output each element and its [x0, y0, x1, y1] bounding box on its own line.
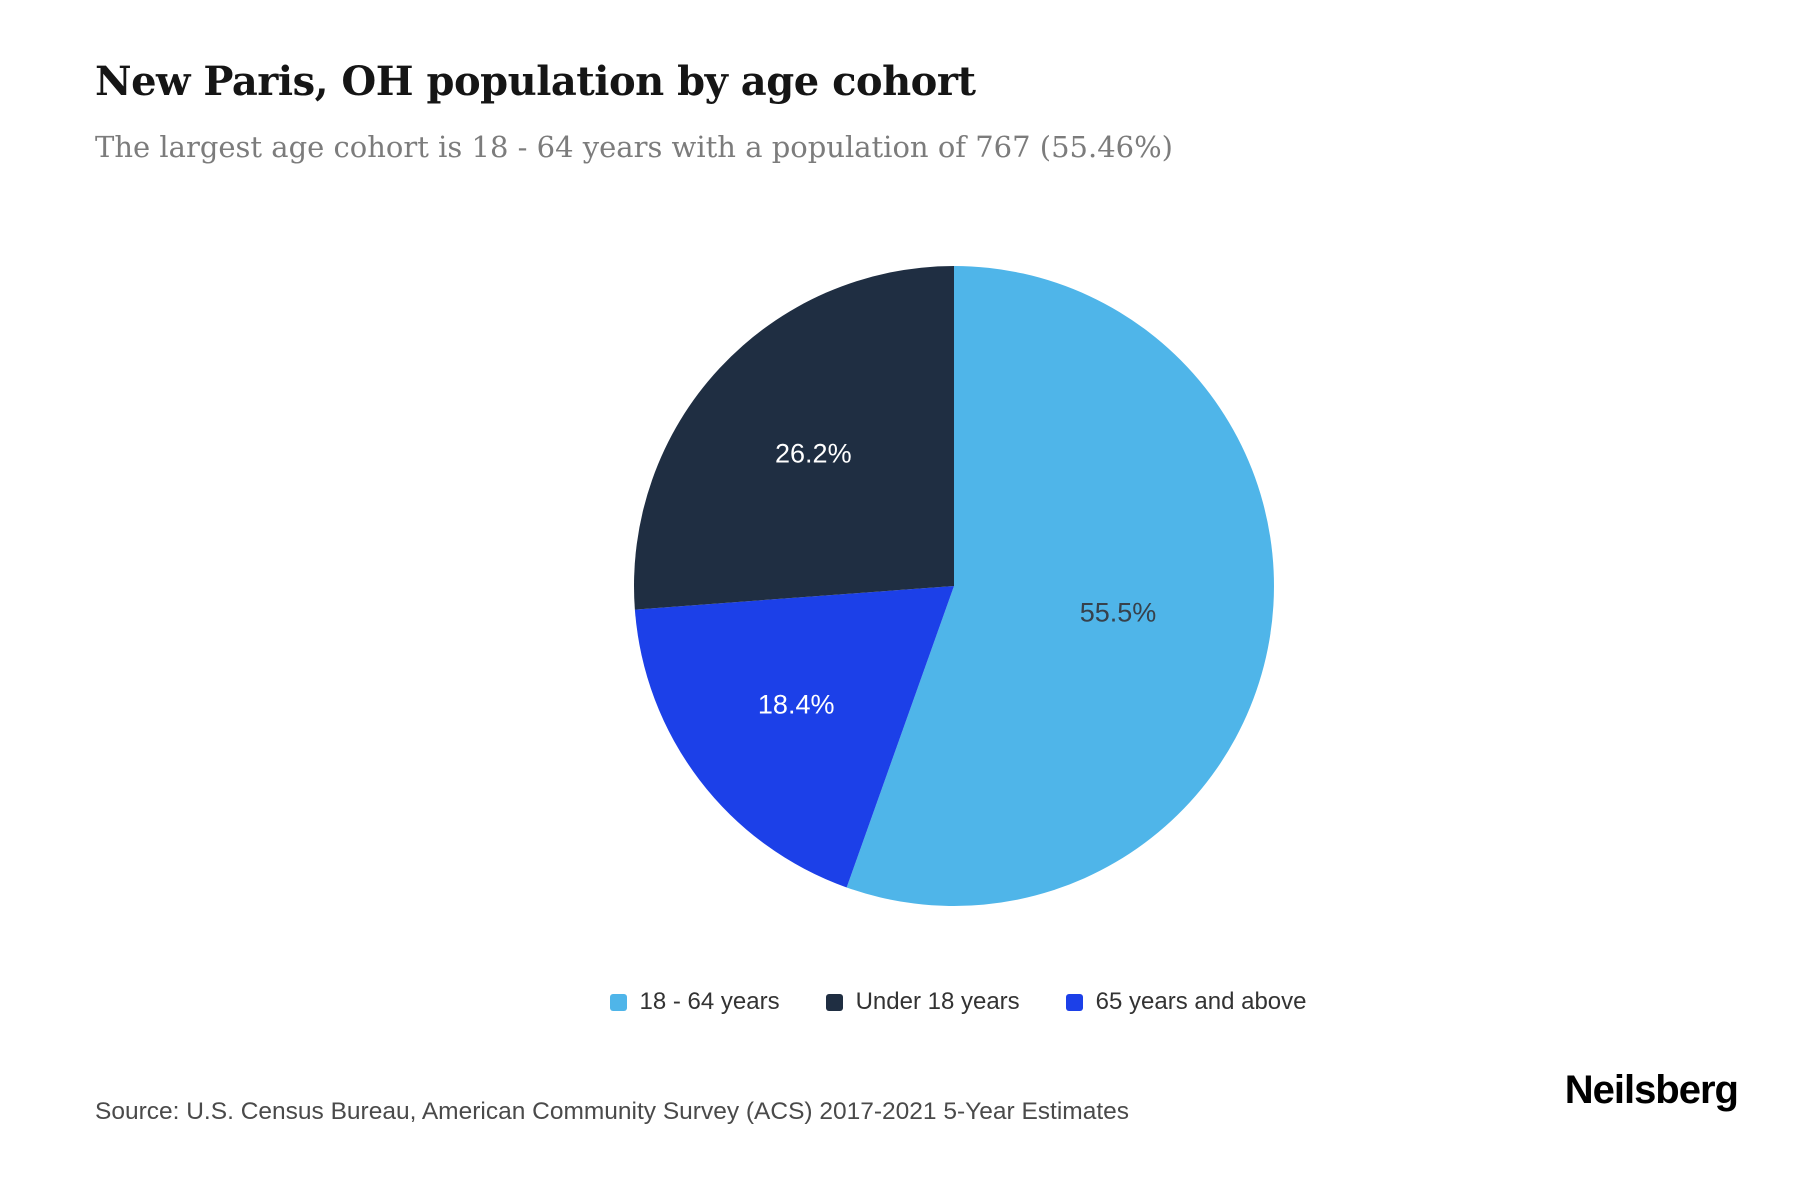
legend-label: 18 - 64 years: [639, 988, 780, 1015]
pie-slice: [634, 586, 954, 888]
legend-label: Under 18 years: [855, 988, 1020, 1015]
slice-label: 26.2%: [775, 438, 852, 468]
legend-marker-icon: [609, 993, 627, 1011]
legend-item: Under 18 years: [825, 988, 1020, 1016]
chart-legend: 18 - 64 years Under 18 years 65 years and …: [58, 988, 1800, 1016]
legend-item: 65 years and above: [1065, 988, 1307, 1016]
pie-chart-area: 55.5% 18.4% 26.2%: [614, 246, 1294, 926]
brand-logo: Neilsberg: [1564, 1068, 1739, 1112]
legend-marker-icon: [825, 993, 843, 1011]
source-text: Source: U.S. Census Bureau, American Com…: [95, 1098, 1130, 1125]
page-subtitle: The largest age cohort is 18 - 64 years …: [95, 130, 1173, 164]
slice-label: 55.5%: [1080, 597, 1157, 627]
legend-item: 18 - 64 years: [609, 988, 780, 1016]
pie-chart: 55.5% 18.4% 26.2%: [634, 266, 1274, 906]
page-title: New Paris, OH population by age cohort: [95, 58, 976, 105]
pie-slice: [634, 266, 954, 610]
slice-label: 18.4%: [758, 689, 835, 719]
pie-slice: [846, 266, 1274, 906]
legend-label: 65 years and above: [1095, 988, 1307, 1015]
legend-marker-icon: [1065, 993, 1083, 1011]
